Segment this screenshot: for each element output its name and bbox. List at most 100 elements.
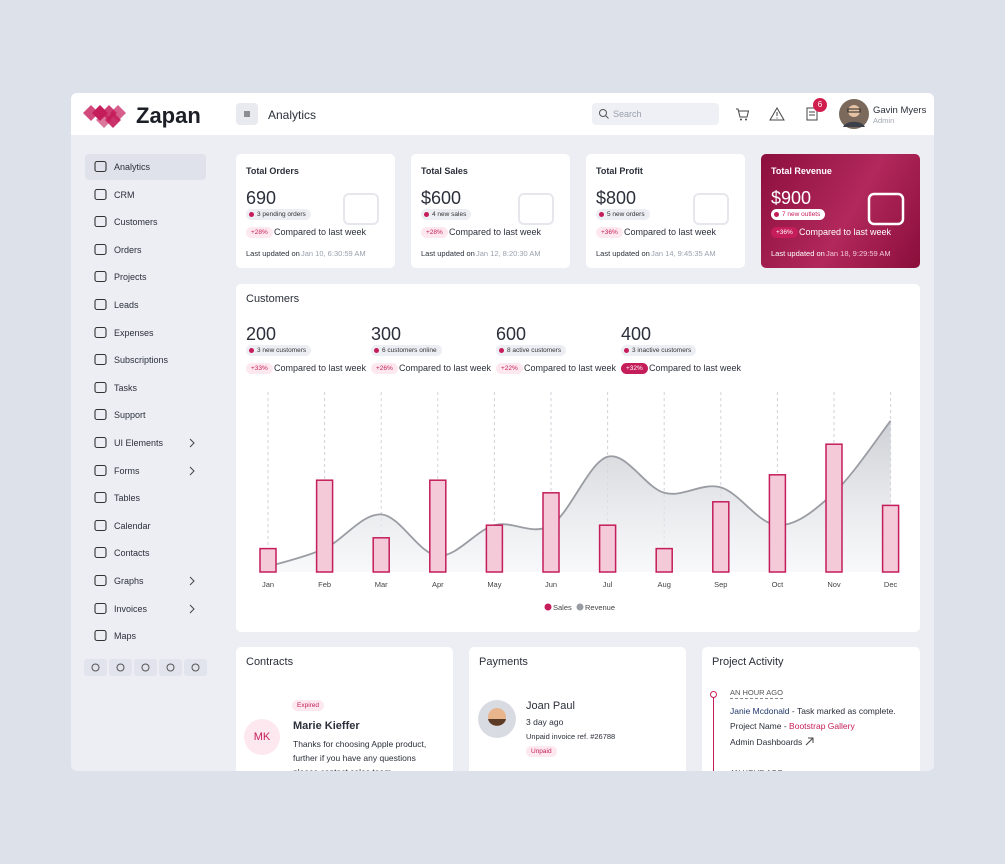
bar [655,547,673,573]
notes-icon[interactable] [804,106,820,122]
nav-item[interactable]: Maps [85,623,206,649]
badge: 8 active customers [496,345,567,356]
stat-icon-shape [343,193,379,225]
stat-title: Total Profit [596,166,643,176]
nav-item[interactable]: CRM [85,182,206,208]
nav-item[interactable]: Graphs [85,568,206,594]
updated-at: Jan 12, 8:20:30 AM [476,249,541,258]
legend-label: Revenue [585,603,615,612]
stat-card: Total Sales $600 4 new sales +28% Compared t… [411,154,570,268]
activity-user: Janie Mcdonald [730,706,790,716]
nav-item[interactable]: Orders [85,237,206,263]
updated-label: Last updated on [246,249,300,258]
x-tick-label: Feb [318,580,331,589]
nav-icon [94,243,107,255]
quick-action-shape [116,663,125,672]
payment-ref: Unpaid invoice ref. #26788 [526,732,616,741]
stat-icon-shape [518,193,554,225]
badge-dot [374,348,379,353]
quick-action-icon [191,663,200,672]
chevron-shape [189,438,195,448]
nav-item[interactable]: Projects [85,264,206,290]
change-pill: +22% [496,363,523,374]
quick-action[interactable] [109,659,132,676]
search-placeholder: Search [613,109,642,119]
x-tick-label: Nov [827,580,841,589]
card-title: Project Activity [712,656,784,668]
customer-compare: Compared to last week [524,363,617,373]
nav-icon [94,216,107,228]
nav-item[interactable]: Analytics [85,154,206,180]
search-box[interactable]: Search [592,103,719,125]
chart: Jan Feb Mar Apr May Jun Jul Aug Sep Oct Nov Dec Sale… [259,392,900,612]
nav-item[interactable]: Forms [85,458,206,484]
contact-name: Marie Kieffer [293,720,360,732]
quick-action[interactable] [84,659,107,676]
user-avatar[interactable] [839,99,869,129]
quick-action-icon [141,663,150,672]
nav-item[interactable]: Expenses [85,320,206,346]
nav-item[interactable]: Tables [85,485,206,511]
stat-icon [518,193,554,225]
nav-icon [94,547,107,559]
app: Zapan Analytics Search 6 Gavin Myers Adm… [71,93,934,771]
activity-link[interactable]: Admin Dashboards [730,737,803,747]
nav-item[interactable]: UI Elements [85,430,206,456]
quick-action[interactable] [134,659,157,676]
chevron-shape [189,576,195,586]
nav-item[interactable]: Calendar [85,513,206,539]
stat-title: Total Orders [246,166,299,176]
stat-icon-shape [693,193,729,225]
stat-compare: Compared to last week [274,227,367,237]
nav-label: Maps [114,631,137,642]
area-fill [268,420,891,572]
header [71,93,934,135]
badge-text: 3 new customers [257,347,307,354]
quick-action-shape [91,663,100,672]
nav-icon-shape [94,436,107,449]
nav-item[interactable]: Leads [85,292,206,318]
cart-icon[interactable] [734,106,750,122]
badge-text: 4 new sales [432,211,467,218]
nav-item[interactable]: Customers [85,209,206,235]
avatar-beard [488,719,506,726]
badge-dot [624,348,629,353]
nav-item[interactable]: Tasks [85,375,206,401]
status-pill: Expired [292,700,325,711]
bar [259,547,277,573]
stat-icon [343,193,379,225]
contracts-card: Contracts Expired MK Marie Kieffer Thanks fo… [236,647,453,771]
quick-action-shape [166,663,175,672]
nav-item[interactable]: Subscriptions [85,347,206,373]
nav-icon-shape [94,602,107,614]
stat-icon-shape [867,192,905,226]
nav-item[interactable]: Invoices [85,596,206,622]
nav-item[interactable]: Support [85,402,206,428]
updated-at: Jan 10, 6:30:59 AM [301,249,366,258]
nav-label: Graphs [114,576,144,586]
customer-stat-value: 400 [621,324,652,344]
change-pill: +36% [771,227,798,238]
project-label: Project Name - [730,721,790,731]
nav-icon-shape [94,630,107,642]
quick-action[interactable] [184,659,207,676]
activity-card: Project Activity AN HOUR AGO Janie Mcdonal… [702,647,920,771]
badge-dot [499,348,504,353]
x-tick-label: May [487,580,501,589]
nav-icon-shape [94,326,107,338]
nav-icon [94,188,107,200]
menu-button[interactable] [236,103,258,125]
bar [315,479,334,573]
nav-item[interactable]: Contacts [85,540,206,566]
payment-time: 3 day ago [526,717,564,727]
arrow-shape [805,737,814,746]
x-tick-label: Dec [884,580,898,589]
quick-action[interactable] [159,659,182,676]
bar [712,501,730,573]
stat-title: Total Sales [421,166,468,176]
project-link[interactable]: Bootstrap Gallery [789,721,855,731]
chevron [189,438,195,448]
nav-label: Tables [114,493,141,504]
bar [768,474,787,573]
alert-icon[interactable] [769,106,785,122]
